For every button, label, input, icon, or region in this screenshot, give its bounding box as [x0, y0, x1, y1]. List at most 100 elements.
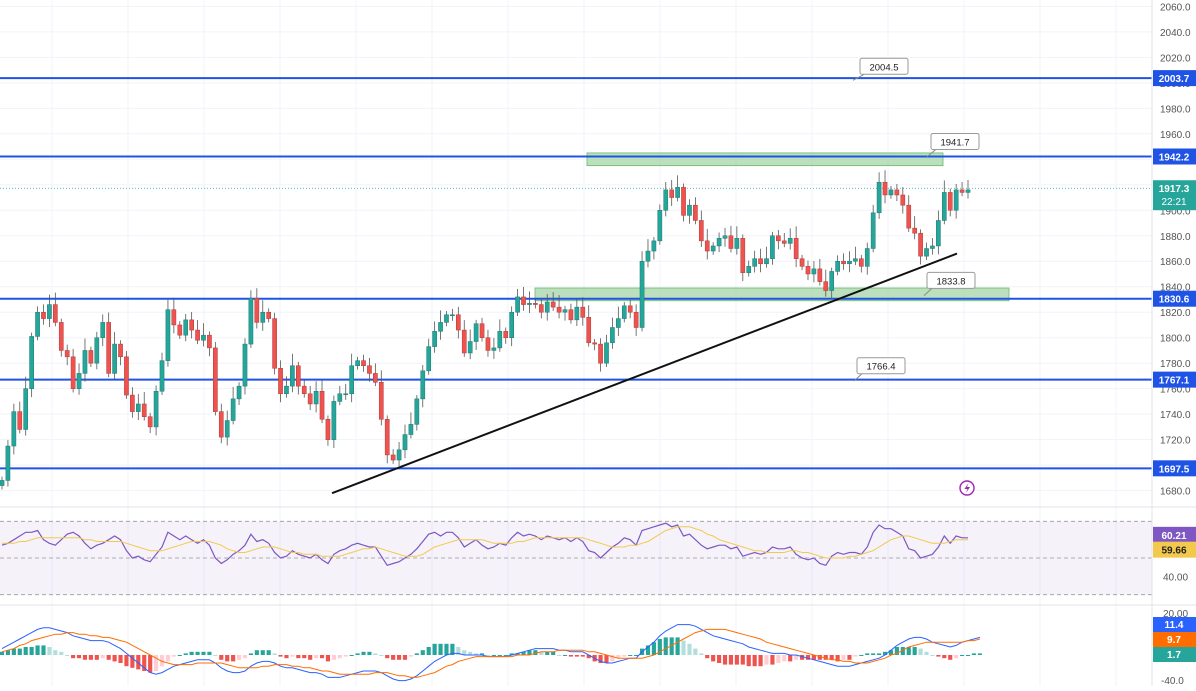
candle-body[interactable] [23, 388, 29, 430]
candle-body[interactable] [965, 189, 971, 193]
candle-body[interactable] [479, 323, 485, 338]
candle-body[interactable] [41, 311, 46, 319]
candle-body[interactable] [124, 356, 129, 396]
candle-body[interactable] [224, 420, 230, 438]
candle-body[interactable] [94, 337, 100, 364]
candle-body[interactable] [301, 385, 307, 395]
candle-body[interactable] [616, 318, 621, 328]
candle-body[interactable] [236, 385, 242, 400]
lightning-icon-bolt[interactable] [964, 483, 971, 493]
candle-body[interactable] [598, 343, 603, 364]
candle-body[interactable] [313, 390, 319, 405]
lightning-icon[interactable] [959, 480, 975, 496]
candle-body[interactable] [533, 303, 538, 305]
candle-body[interactable] [343, 393, 349, 396]
candle-body[interactable] [248, 297, 254, 345]
candle-body[interactable] [853, 258, 858, 262]
candle-body[interactable] [112, 343, 117, 374]
candle-body[interactable] [503, 331, 509, 338]
candle-body[interactable] [645, 250, 651, 262]
candle-body[interactable] [213, 347, 218, 412]
candle-body[interactable] [941, 192, 947, 221]
candle-body[interactable] [918, 232, 923, 257]
candle-body[interactable] [349, 365, 354, 395]
candle-body[interactable] [491, 347, 497, 351]
candle-body[interactable] [373, 373, 378, 383]
candle-body[interactable] [141, 403, 147, 417]
candle-body[interactable] [64, 350, 70, 358]
candle-body[interactable] [781, 240, 787, 244]
candle-body[interactable] [0, 480, 5, 486]
candle-body[interactable] [218, 411, 224, 438]
trendline-group[interactable] [331, 252, 958, 495]
candle-body[interactable] [295, 365, 301, 387]
candle-body[interactable] [390, 454, 396, 461]
candle-body[interactable] [497, 331, 503, 349]
candle-body[interactable] [17, 411, 23, 430]
candle-body[interactable] [817, 268, 823, 282]
candle-body[interactable] [461, 329, 467, 354]
candle-body[interactable] [752, 258, 757, 267]
candle-body[interactable] [592, 342, 597, 345]
candle-body[interactable] [521, 296, 526, 305]
candle-body[interactable] [835, 260, 840, 272]
candle-body[interactable] [70, 356, 76, 389]
candle-body[interactable] [201, 334, 206, 341]
candle-body[interactable] [260, 311, 266, 323]
candle-body[interactable] [698, 220, 704, 242]
candle-body[interactable] [130, 394, 135, 412]
candle-body[interactable] [58, 322, 64, 351]
candle-body[interactable] [153, 390, 159, 428]
candle-body[interactable] [959, 189, 965, 193]
candle-body[interactable] [704, 240, 710, 252]
candle-body[interactable] [100, 322, 106, 338]
candle-body[interactable] [787, 238, 793, 244]
candle-body[interactable] [106, 322, 111, 374]
candle-body[interactable] [189, 319, 194, 331]
candle-body[interactable] [378, 382, 384, 420]
candle-body[interactable] [331, 401, 337, 440]
horizontal-levels[interactable] [0, 77, 1152, 470]
candle-body[interactable] [894, 189, 900, 196]
candle-body[interactable] [230, 398, 236, 421]
candle-body[interactable] [799, 258, 805, 267]
candle-body[interactable] [183, 319, 189, 336]
candle-body[interactable] [728, 235, 734, 249]
candle-body[interactable] [509, 311, 514, 338]
candle-body[interactable] [823, 281, 829, 291]
candle-body[interactable] [574, 306, 580, 321]
candle-body[interactable] [544, 301, 550, 313]
candle-body[interactable] [669, 189, 675, 198]
candle-body[interactable] [325, 419, 331, 440]
candle-body[interactable] [681, 187, 686, 216]
candle-body[interactable] [633, 311, 639, 328]
candle-body[interactable] [177, 324, 183, 336]
candle-body[interactable] [758, 258, 763, 265]
candle-body[interactable] [444, 314, 449, 323]
candle-body[interactable] [663, 189, 669, 211]
candle-body[interactable] [290, 365, 295, 387]
candle-body[interactable] [947, 192, 953, 211]
candle-body[interactable] [693, 204, 698, 221]
candle-body[interactable] [859, 258, 864, 267]
candle-body[interactable] [930, 245, 935, 249]
candle-body[interactable] [207, 334, 212, 349]
candle-body[interactable] [278, 368, 283, 395]
candle-body[interactable] [456, 314, 461, 331]
candle-body[interactable] [805, 266, 811, 275]
candle-body[interactable] [936, 220, 941, 247]
candle-body[interactable] [355, 360, 360, 366]
candle-body[interactable] [450, 314, 455, 317]
price-candles[interactable] [0, 170, 971, 490]
candle-body[interactable] [657, 210, 663, 242]
candle-body[interactable] [432, 331, 437, 347]
candle-body[interactable] [627, 305, 633, 313]
candle-body[interactable] [171, 309, 177, 326]
candle-body[interactable] [272, 318, 277, 369]
candle-body[interactable] [361, 360, 366, 366]
candle-body[interactable] [710, 245, 716, 252]
candle-body[interactable] [793, 238, 799, 259]
candle-body[interactable] [562, 309, 568, 313]
